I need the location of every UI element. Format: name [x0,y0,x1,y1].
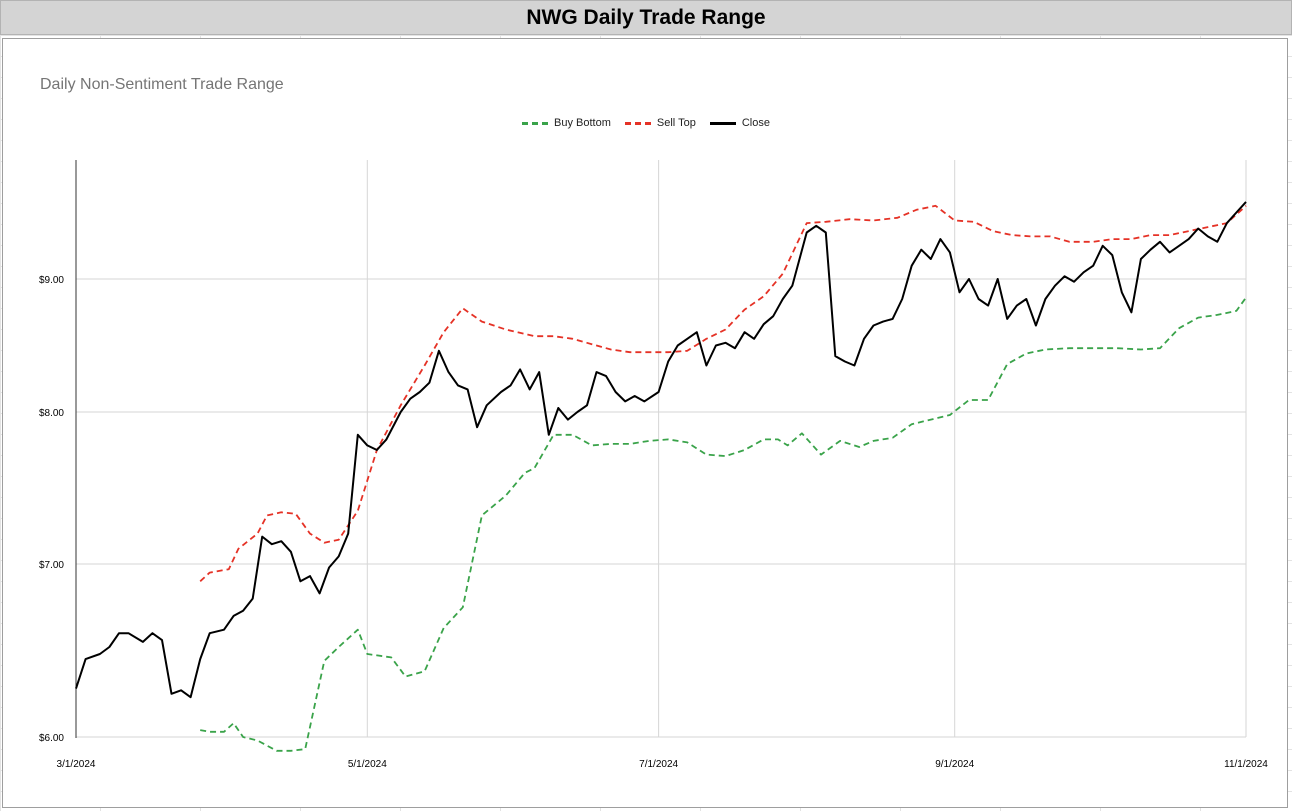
chart-subtitle: Daily Non-Sentiment Trade Range [40,76,284,93]
legend-item-sell-top: Sell Top [624,117,696,129]
y-tick-label: $7.00 [39,560,64,571]
legend-item-buy-bottom: Buy Bottom [522,117,611,129]
chart-legend: Buy Bottom Sell Top Close [0,117,1292,129]
y-tick-label: $8.00 [39,408,64,419]
legend-label-close: Close [741,117,770,129]
y-tick-label: $9.00 [39,275,64,286]
x-tick-label: 3/1/2024 [57,759,96,770]
x-tick-label: 5/1/2024 [348,759,387,770]
x-tick-label: 7/1/2024 [639,759,678,770]
legend-label-sell-top: Sell Top [656,117,696,129]
legend-label-buy-bottom: Buy Bottom [554,117,611,129]
chart-container[interactable] [2,38,1288,808]
chart-title-bar: NWG Daily Trade Range [0,0,1292,35]
x-tick-label: 9/1/2024 [935,759,974,770]
legend-swatch-sell-top [624,121,651,125]
legend-item-close: Close [709,117,770,129]
page-title: NWG Daily Trade Range [526,5,766,29]
legend-swatch-buy-bottom [522,121,549,125]
series-line-sell-top [199,204,1247,582]
x-tick-label: 11/1/2024 [1224,759,1268,770]
series-line-buy-bottom [200,297,1247,752]
y-tick-label: $6.00 [39,733,64,744]
series-line-close [75,201,1247,699]
legend-swatch-close [709,121,736,125]
